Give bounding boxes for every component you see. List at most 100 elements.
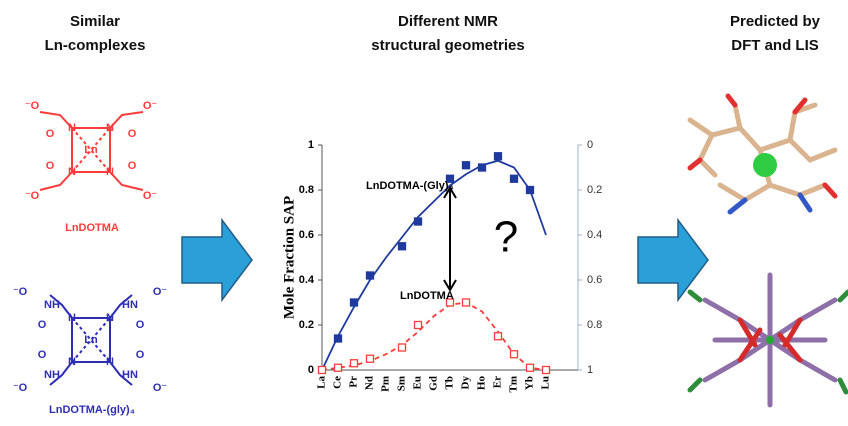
x-tick-label: Ce <box>332 376 344 389</box>
atom-label: N <box>68 122 76 134</box>
atom-label: Ln <box>84 334 98 346</box>
left-title: Ln-complexes <box>45 37 146 54</box>
y-tick-label: 0 <box>308 364 314 376</box>
marker <box>525 185 535 195</box>
blue-molecule-skeleton <box>49 294 133 386</box>
x-tick-label: Eu <box>412 376 424 389</box>
molecule-label: LnDOTMA <box>65 222 119 234</box>
annotation: ? <box>494 213 518 262</box>
y2-tick-label: 1 <box>587 364 593 376</box>
middle-title: structural geometries <box>371 37 524 54</box>
marker <box>493 152 503 161</box>
atom-label: N <box>68 166 76 178</box>
y-tick-label: 0.6 <box>299 229 314 241</box>
marker <box>317 365 327 375</box>
atom-label: ⁻O <box>13 382 28 394</box>
marker <box>349 298 359 307</box>
red-molecule-skeleton <box>39 111 144 191</box>
x-tick-label: Dy <box>460 376 472 390</box>
atom-label: O⁻ <box>143 190 158 202</box>
marker <box>477 163 487 172</box>
marker <box>493 332 503 341</box>
y2-tick-label: 0.2 <box>587 184 602 196</box>
marker <box>333 363 343 372</box>
x-tick-label: Er <box>492 376 504 388</box>
marker <box>365 271 375 280</box>
atom-label: O <box>38 349 47 361</box>
y-tick-label: 0.2 <box>299 319 314 331</box>
atom-label: HN <box>122 299 138 311</box>
y2-tick-label: 0.8 <box>587 319 602 331</box>
x-tick-label: Gd <box>428 376 440 391</box>
marker <box>397 242 407 251</box>
x-tick-label: Pm <box>380 376 392 392</box>
fit-line <box>321 301 547 371</box>
atom-label: NH <box>44 369 60 381</box>
x-tick-label: Tm <box>508 376 520 393</box>
atom-label: ⁻O <box>25 190 40 202</box>
marker <box>445 174 455 183</box>
atom-label: ⁻O <box>13 286 28 298</box>
series-label: LnDOTMA-(Gly)₄ <box>366 180 454 192</box>
x-tick-label: Lu <box>540 376 552 389</box>
marker <box>413 217 423 226</box>
x-tick-label: Sm <box>396 376 408 391</box>
x-tick-label: La <box>316 376 328 389</box>
marker <box>461 298 471 307</box>
y2-tick-label: 0.6 <box>587 274 602 286</box>
x-tick-label: Nd <box>364 376 376 390</box>
fit-line <box>321 159 547 371</box>
series-label: LnDOTMA <box>400 290 454 302</box>
left-title: Similar <box>70 13 120 30</box>
marker <box>349 359 359 368</box>
atom-label: N <box>106 122 114 134</box>
atom-label: N <box>106 166 114 178</box>
right-title: Predicted by <box>730 13 821 30</box>
marker <box>397 343 407 352</box>
marker <box>509 350 519 359</box>
x-tick-label: Pr <box>348 376 360 388</box>
atom-label: N <box>68 312 76 324</box>
y2-tick-label: 0.4 <box>587 229 602 241</box>
dft-model <box>687 93 838 215</box>
atom-label: O <box>136 349 145 361</box>
atom-label: O⁻ <box>143 100 158 112</box>
y-tick-label: 0.4 <box>299 274 315 286</box>
y-tick-label: 0.8 <box>299 184 314 196</box>
atom-label: HN <box>122 369 138 381</box>
marker <box>445 298 455 307</box>
marker <box>509 174 519 183</box>
arrow <box>637 217 709 303</box>
atom-label: O <box>136 319 145 331</box>
marker <box>413 320 423 330</box>
atom-label: O <box>46 128 55 140</box>
double-arrow <box>443 186 457 292</box>
atom-label: N <box>68 356 76 368</box>
atom-label: O <box>46 160 55 172</box>
lis-model <box>687 272 848 408</box>
y-tick-label: 1 <box>308 139 314 151</box>
atom-label: N <box>106 356 114 368</box>
atom-label: N <box>106 312 114 324</box>
atom-label: Ln <box>84 144 98 156</box>
atom-label: O⁻ <box>153 382 168 394</box>
y-axis-title: Mole Fraction SAP <box>281 196 297 319</box>
right-title: DFT and LIS <box>731 37 819 54</box>
marker <box>365 354 375 363</box>
x-tick-label: Ho <box>476 376 488 391</box>
x-tick-label: Tb <box>444 376 456 389</box>
y2-tick-label: 0 <box>587 139 593 151</box>
atom-label: O <box>38 319 47 331</box>
x-tick-label: Yb <box>524 376 536 390</box>
marker <box>541 365 551 375</box>
marker <box>525 363 535 372</box>
atom-label: O⁻ <box>153 286 168 298</box>
atom-label: ⁻O <box>25 100 40 112</box>
atom-label: O <box>128 128 137 140</box>
molecule-label: LnDOTMA-(gly)₄ <box>49 404 135 416</box>
atom-label: NH <box>44 299 60 311</box>
marker <box>333 334 343 343</box>
atom-label: O <box>128 160 137 172</box>
marker <box>461 161 471 170</box>
